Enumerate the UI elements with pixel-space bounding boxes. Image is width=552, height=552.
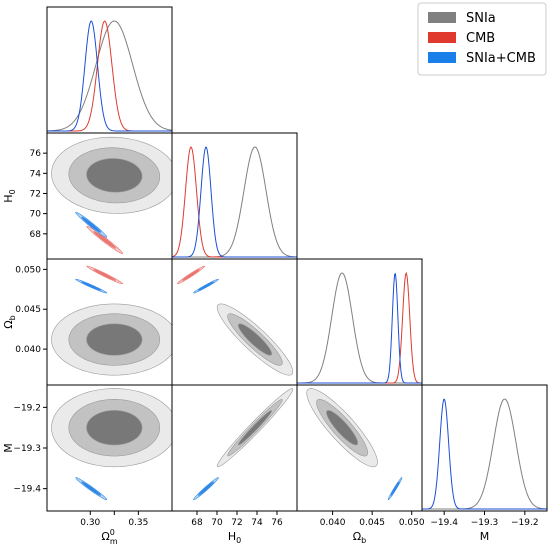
- y-tick-label-m: −19.3: [13, 444, 41, 454]
- panel-frame: [421, 384, 548, 512]
- contour-cmb-2: [182, 269, 200, 281]
- contour-snia-cmb-2: [198, 481, 214, 496]
- legend-swatch-snia: [428, 12, 456, 23]
- x-tick-label-m: −19.4: [430, 518, 458, 528]
- contour-snia-cmb-2: [81, 216, 102, 233]
- panel-frame: [46, 6, 173, 134]
- density-curve-snia-cmb: [422, 398, 547, 510]
- x-tick-label-h0: 72: [231, 518, 242, 528]
- panel-frame: [171, 132, 298, 260]
- contour-cmb-2: [93, 231, 116, 249]
- density-curve-snia: [172, 146, 297, 258]
- x-axis-label-m: M: [480, 530, 490, 543]
- y-axis-label-m: M: [2, 443, 15, 453]
- y-tick-label-h0: 76: [30, 149, 42, 159]
- contour-cmb-2: [93, 269, 116, 281]
- x-tick-label-h0: 68: [191, 518, 203, 528]
- density-curve-cmb: [297, 271, 422, 384]
- density-curve-cmb: [172, 146, 297, 258]
- density-curve-snia-cmb: [172, 146, 297, 258]
- panel-frame: [296, 258, 423, 386]
- y-tick-label-h0: 70: [30, 210, 42, 220]
- density-curve-snia-cmb: [297, 272, 422, 384]
- x-tick-label-m: −19.2: [511, 518, 539, 528]
- y-tick-label-h0: 68: [30, 230, 42, 240]
- y-tick-label-ob: 0.045: [15, 305, 41, 315]
- x-axis-label-ob: Ωb: [353, 530, 366, 545]
- x-axis-label-om: Ω0 m: [101, 528, 118, 546]
- contour-snia-3: [86, 410, 143, 446]
- contour-snia-3: [86, 323, 143, 356]
- x-tick-label-ob: 0.050: [399, 518, 425, 528]
- density-curve-snia: [422, 398, 547, 510]
- legend: SNIa CMB SNIa+CMB: [417, 2, 547, 76]
- y-axis-label-h0: H0: [2, 189, 17, 202]
- panel-ob-m: [306, 388, 403, 501]
- panel-om-om: [47, 20, 172, 132]
- y-tick-label-m: −19.2: [13, 403, 41, 413]
- legend-label-snia-cmb: SNIa+CMB: [466, 51, 536, 66]
- axes-layer: 68 70 72 74 76 H0 0.040 0.045 0.050 Ωb 0.30 0.35 Ω0 m…: [2, 149, 539, 546]
- x-tick-label-om: 0.30: [80, 518, 100, 528]
- panel-om-h0: [51, 136, 172, 254]
- contour-snia-3: [326, 410, 359, 446]
- density-curve-snia: [47, 20, 172, 132]
- y-tick-label-ob: 0.050: [15, 265, 41, 275]
- y-tick-label-ob: 0.040: [15, 345, 41, 355]
- x-tick-label-om: 0.35: [128, 518, 148, 528]
- contour-snia-cmb-2: [81, 481, 102, 496]
- x-tick-label-ob: 0.040: [320, 518, 346, 528]
- legend-label-snia: SNIa: [466, 11, 496, 26]
- y-tick-label-h0: 74: [30, 169, 42, 179]
- legend-label-cmb: CMB: [466, 31, 495, 46]
- x-axis-label-h0: H0: [228, 530, 241, 545]
- contour-snia-3: [237, 410, 273, 446]
- x-tick-label-h0: 76: [271, 518, 283, 528]
- x-tick-label-m: −19.3: [471, 518, 499, 528]
- density-curve-snia: [297, 272, 422, 384]
- y-axis-label-ob: Ωb: [2, 315, 17, 328]
- panel-om-m: [51, 388, 172, 501]
- panel-h0-m: [193, 388, 294, 501]
- y-tick-label-m: −19.4: [13, 485, 41, 495]
- x-tick-label-ob: 0.045: [359, 518, 385, 528]
- panels-layer: [46, 6, 548, 512]
- contour-snia-3: [237, 323, 273, 356]
- panel-h0-h0: [172, 146, 297, 258]
- contour-snia-cmb-2: [198, 281, 214, 291]
- y-tick-label-h0: 72: [30, 189, 41, 199]
- x-tick-label-h0: 74: [251, 518, 263, 528]
- legend-swatch-cmb: [428, 32, 456, 43]
- contour-snia-3: [86, 158, 143, 193]
- legend-swatch-snia-cmb: [428, 52, 456, 63]
- panel-om-ob: [51, 265, 172, 376]
- x-tick-label-h0: 70: [211, 518, 223, 528]
- density-curve-cmb: [47, 20, 172, 132]
- contour-snia-cmb-2: [81, 281, 102, 291]
- panel-m-m: [422, 398, 547, 510]
- panel-h0-ob: [176, 265, 294, 376]
- panel-ob-ob: [297, 271, 422, 384]
- density-curve-snia-cmb: [47, 20, 172, 132]
- contour-snia-cmb-2: [390, 481, 400, 496]
